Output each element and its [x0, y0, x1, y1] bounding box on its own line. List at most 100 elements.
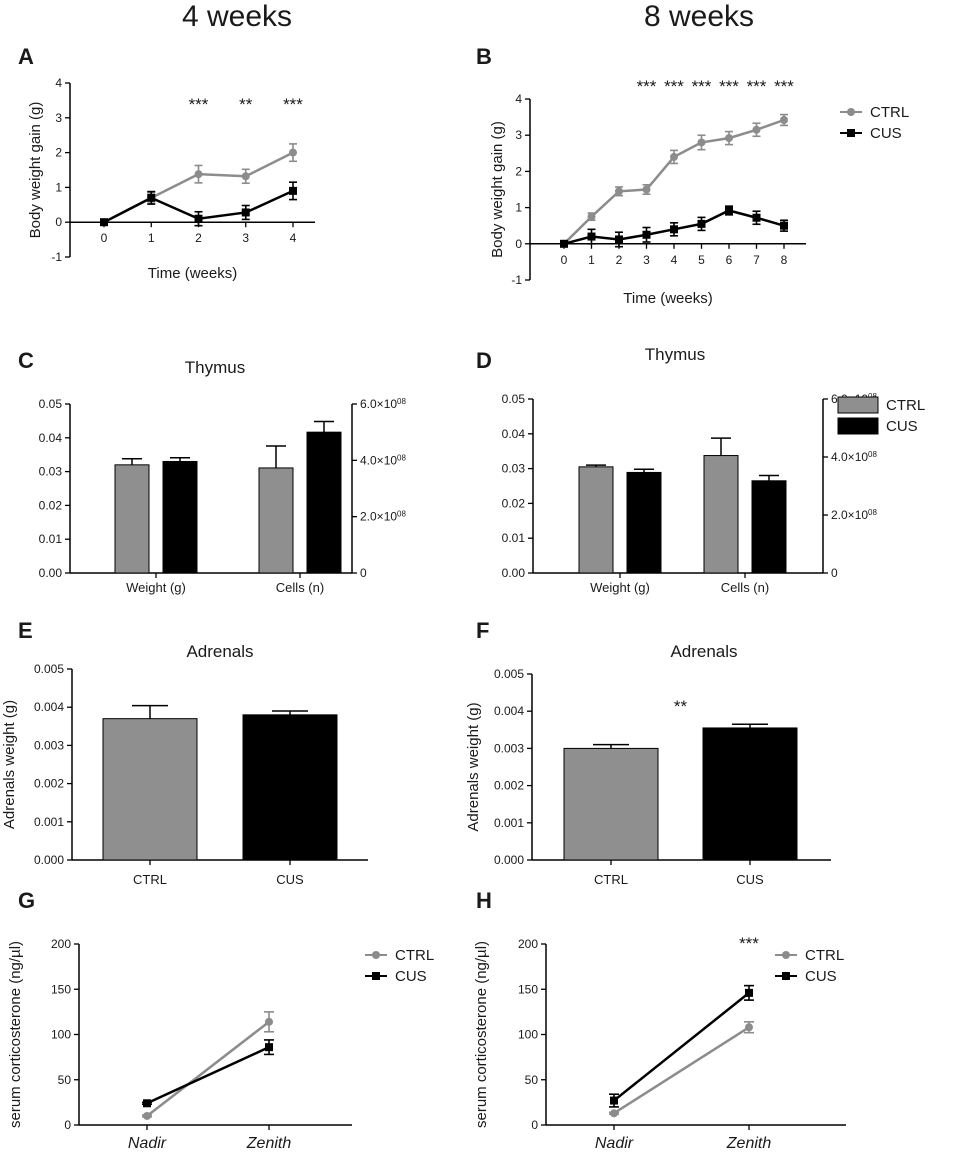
- y-tick-label-d: 0.02: [502, 496, 526, 510]
- data-point-cus-b: [725, 206, 733, 215]
- y-tick-label-c: 0.00: [39, 566, 63, 580]
- x-category-label-f: CUS: [736, 872, 764, 887]
- y-tick-label-g: 100: [51, 1028, 71, 1042]
- y-tick-label-a: 2: [55, 146, 62, 160]
- y-tick-label-f: 0.005: [494, 667, 524, 681]
- significance-label-b: ***: [692, 77, 712, 96]
- y-tick-label-f: 0.001: [494, 816, 524, 830]
- x-tick-label-a: 0: [101, 231, 108, 245]
- series-line-cus-g: [146, 1046, 270, 1105]
- data-point-cus-b: [615, 235, 623, 244]
- significance-label-b: ***: [747, 77, 767, 96]
- bar-ctrl-c: [258, 467, 294, 574]
- x-tick-label-b: 6: [726, 253, 733, 267]
- data-point-ctrl-a: [289, 148, 297, 157]
- x-category-label-g: Zenith: [246, 1135, 292, 1152]
- x-axis-label-a: Time (weeks): [148, 265, 237, 282]
- data-point-ctrl-a: [241, 172, 250, 181]
- data-point-cus-b: [587, 232, 596, 241]
- significance-label-a: ***: [283, 95, 303, 114]
- data-point-cus-a: [241, 208, 250, 217]
- y-tick-label-c: 0.05: [39, 397, 63, 411]
- x-tick-label-b: 1: [588, 253, 595, 267]
- y-axis-label-f: Adrenals weight (g): [465, 702, 482, 831]
- bar-ctrl-e: [102, 718, 198, 861]
- data-point-cus-g: [265, 1043, 273, 1052]
- y-tick-label-a: -1: [51, 250, 62, 264]
- y-axis-label-b: Body weight gain (g): [489, 121, 506, 258]
- y-axis-label-g: serum corticosterone (ng/µl): [7, 941, 24, 1128]
- data-point-cus-b: [752, 213, 761, 222]
- legend-ctrl-label-d: CTRL: [886, 397, 925, 414]
- column-title-4-weeks: 4 weeks: [182, 0, 292, 33]
- data-point-ctrl-b: [587, 212, 596, 221]
- panel-letter-c: C: [18, 348, 34, 373]
- series-line-ctrl-g: [146, 1020, 270, 1117]
- significance-label-b: ***: [637, 77, 657, 96]
- legend-ctrl-label-h: CTRL: [805, 947, 844, 964]
- data-point-cus-b: [670, 225, 678, 234]
- y-tick-label-h: 200: [518, 937, 538, 951]
- bar-cus-d: [751, 480, 787, 574]
- x-tick-label-b: 5: [698, 253, 705, 267]
- bar-ctrl-c: [114, 464, 150, 574]
- data-point-ctrl-h: [745, 1023, 753, 1032]
- panel-letter-e: E: [18, 618, 33, 643]
- column-title-8-weeks: 8 weeks: [644, 0, 754, 33]
- y2-tick-label-d: 0: [831, 566, 838, 580]
- chart-title-c: Thymus: [185, 358, 245, 377]
- significance-label-f: **: [674, 697, 688, 716]
- y-tick-label-c: 0.02: [39, 498, 63, 512]
- data-point-cus-h: [745, 988, 753, 997]
- data-point-cus-b: [560, 239, 568, 248]
- y-tick-label-e: 0.004: [34, 700, 64, 714]
- x-tick-label-b: 2: [616, 253, 623, 267]
- x-tick-label-b: 0: [561, 253, 568, 267]
- legend-cus-label-d: CUS: [886, 418, 918, 435]
- significance-label-b: ***: [719, 77, 739, 96]
- y2-tick-label-d: 2.0×1008: [831, 508, 877, 523]
- bar-cus-c: [162, 460, 198, 574]
- chart-title-d: Thymus: [645, 345, 705, 364]
- chart-title-e: Adrenals: [186, 642, 253, 661]
- y2-tick-label-c: 4.0×1008: [360, 453, 406, 468]
- bar-ctrl-d: [703, 455, 739, 574]
- y-tick-label-h: 100: [518, 1028, 538, 1042]
- y-tick-label-f: 0.003: [494, 741, 524, 755]
- y-tick-label-g: 50: [58, 1073, 72, 1087]
- bar-cus-f: [702, 727, 798, 861]
- x-category-label-h: Zenith: [726, 1135, 772, 1152]
- data-point-ctrl-b: [725, 134, 733, 143]
- panel-letter-a: A: [18, 44, 34, 69]
- x-category-label-c: Cells (n): [276, 580, 324, 595]
- legend-cus-swatch-d: [837, 417, 879, 435]
- y-tick-label-e: 0.002: [34, 777, 64, 791]
- series-line-cus-h: [613, 991, 750, 1102]
- y2-tick-label-c: 2.0×1008: [360, 509, 406, 524]
- y-tick-label-f: 0.004: [494, 704, 524, 718]
- x-tick-label-a: 2: [195, 231, 202, 245]
- data-point-cus-h: [610, 1096, 618, 1105]
- significance-label-h: ***: [739, 934, 759, 953]
- x-category-label-e: CTRL: [133, 872, 167, 887]
- chart-title-f: Adrenals: [670, 642, 737, 661]
- x-category-label-e: CUS: [276, 872, 304, 887]
- x-tick-label-b: 8: [781, 253, 788, 267]
- y-tick-label-g: 0: [64, 1118, 71, 1132]
- x-tick-label-b: 4: [671, 253, 678, 267]
- y-tick-label-e: 0.003: [34, 738, 64, 752]
- y-tick-label-e: 0.000: [34, 853, 64, 867]
- y-tick-label-e: 0.005: [34, 662, 64, 676]
- y-tick-label-d: 0.00: [502, 566, 526, 580]
- legend-ctrl-label-b: CTRL: [870, 104, 909, 121]
- data-point-cus-a: [194, 214, 203, 223]
- y-tick-label-b: 4: [515, 92, 522, 106]
- legend-cus-label-b: CUS: [870, 125, 902, 142]
- y-tick-label-a: 1: [55, 180, 62, 194]
- bar-ctrl-f: [563, 747, 659, 861]
- data-point-ctrl-b: [697, 138, 706, 147]
- x-tick-label-b: 7: [753, 253, 760, 267]
- y-tick-label-a: 0: [55, 215, 62, 229]
- bar-cus-c: [306, 431, 342, 574]
